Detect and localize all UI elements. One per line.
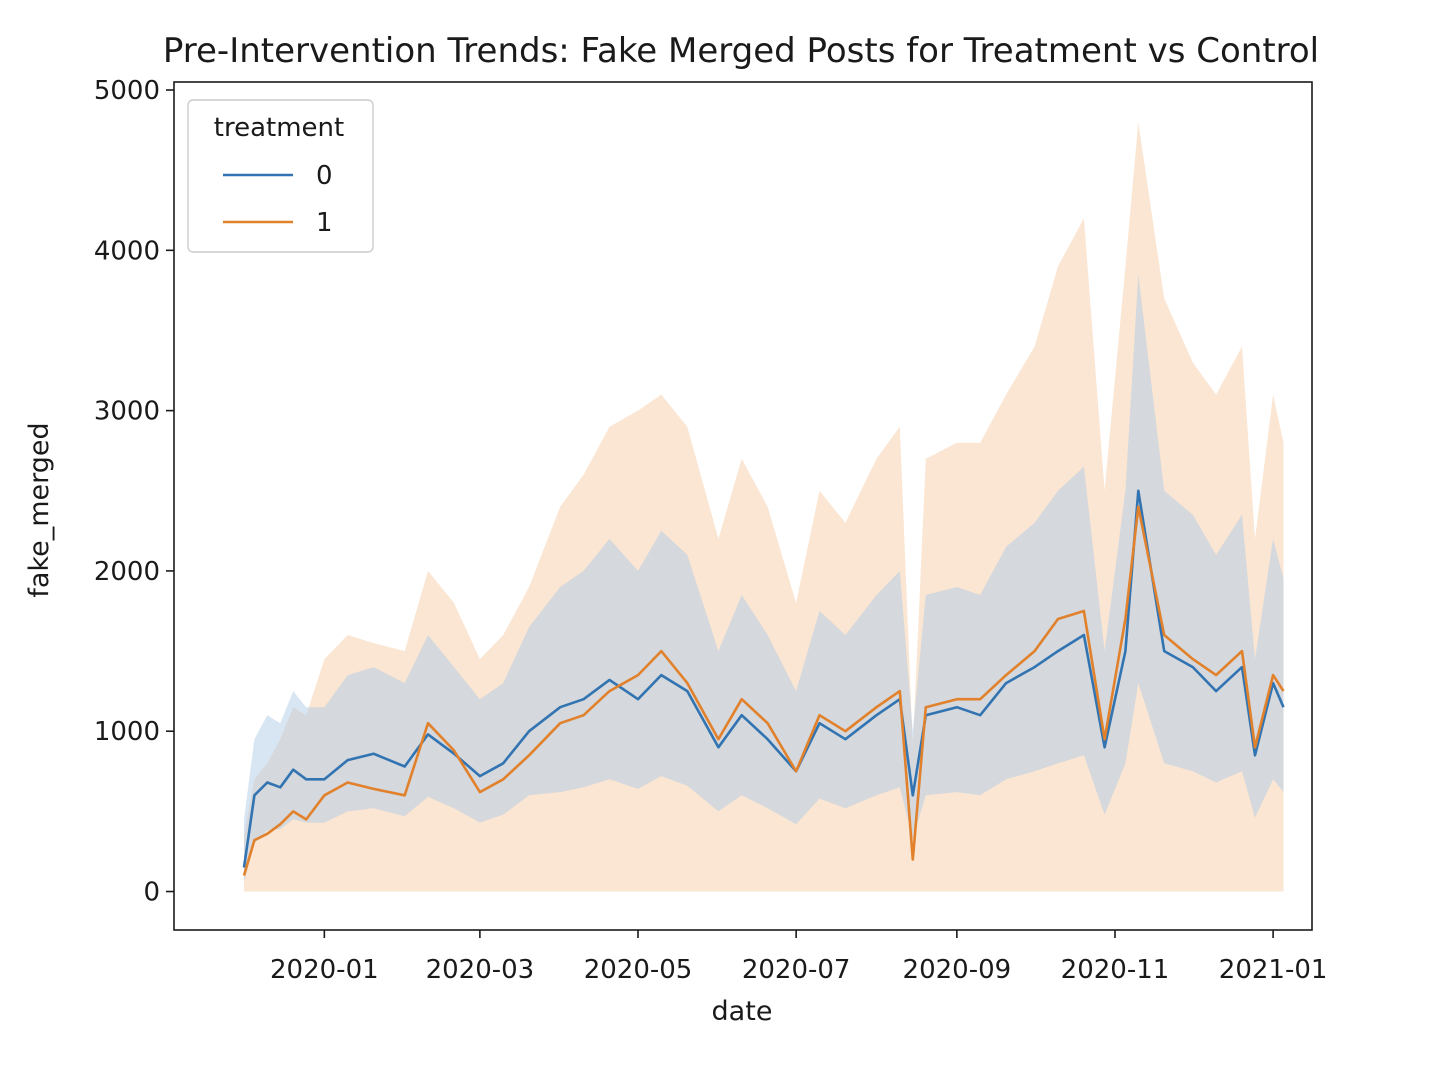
chart-title: Pre-Intervention Trends: Fake Merged Pos…: [163, 31, 1319, 71]
y-tick-label: 4000: [94, 236, 160, 266]
y-tick-label: 5000: [94, 76, 160, 106]
y-tick-label: 2000: [94, 557, 160, 587]
legend-label-0: 0: [316, 161, 333, 191]
line-series-0: [242, 489, 1285, 868]
x-axis: 2020-01 2020-03 2020-05 2020-07 2020-09 2020-…: [270, 930, 1327, 985]
ci-band-series-1: [244, 122, 1284, 892]
series-lines: [242, 489, 1285, 876]
legend-title: treatment: [214, 113, 344, 143]
line-series-1: [242, 505, 1285, 876]
plot-frame: [173, 81, 1313, 931]
y-tick-label: 1000: [94, 717, 160, 747]
legend-label-1: 1: [316, 208, 333, 238]
x-tick-label: 2020-09: [903, 955, 1012, 985]
x-tick-label: 2020-01: [270, 955, 379, 985]
y-axis: 0 1000 2000 3000 4000 5000: [94, 76, 174, 908]
x-tick-label: 2020-05: [584, 955, 693, 985]
x-tick-label: 2021-01: [1219, 955, 1328, 985]
confidence-bands: [244, 122, 1284, 892]
x-tick-label: 2020-03: [426, 955, 535, 985]
x-axis-label: date: [712, 996, 773, 1027]
legend: treatment 0 1: [187, 99, 374, 253]
y-axis-label: fake_merged: [24, 422, 55, 597]
y-tick-label: 0: [143, 878, 160, 908]
x-tick-label: 2020-07: [742, 955, 851, 985]
y-tick-label: 3000: [94, 397, 160, 427]
ci-band-series-0: [244, 274, 1284, 882]
x-tick-label: 2020-11: [1061, 955, 1170, 985]
